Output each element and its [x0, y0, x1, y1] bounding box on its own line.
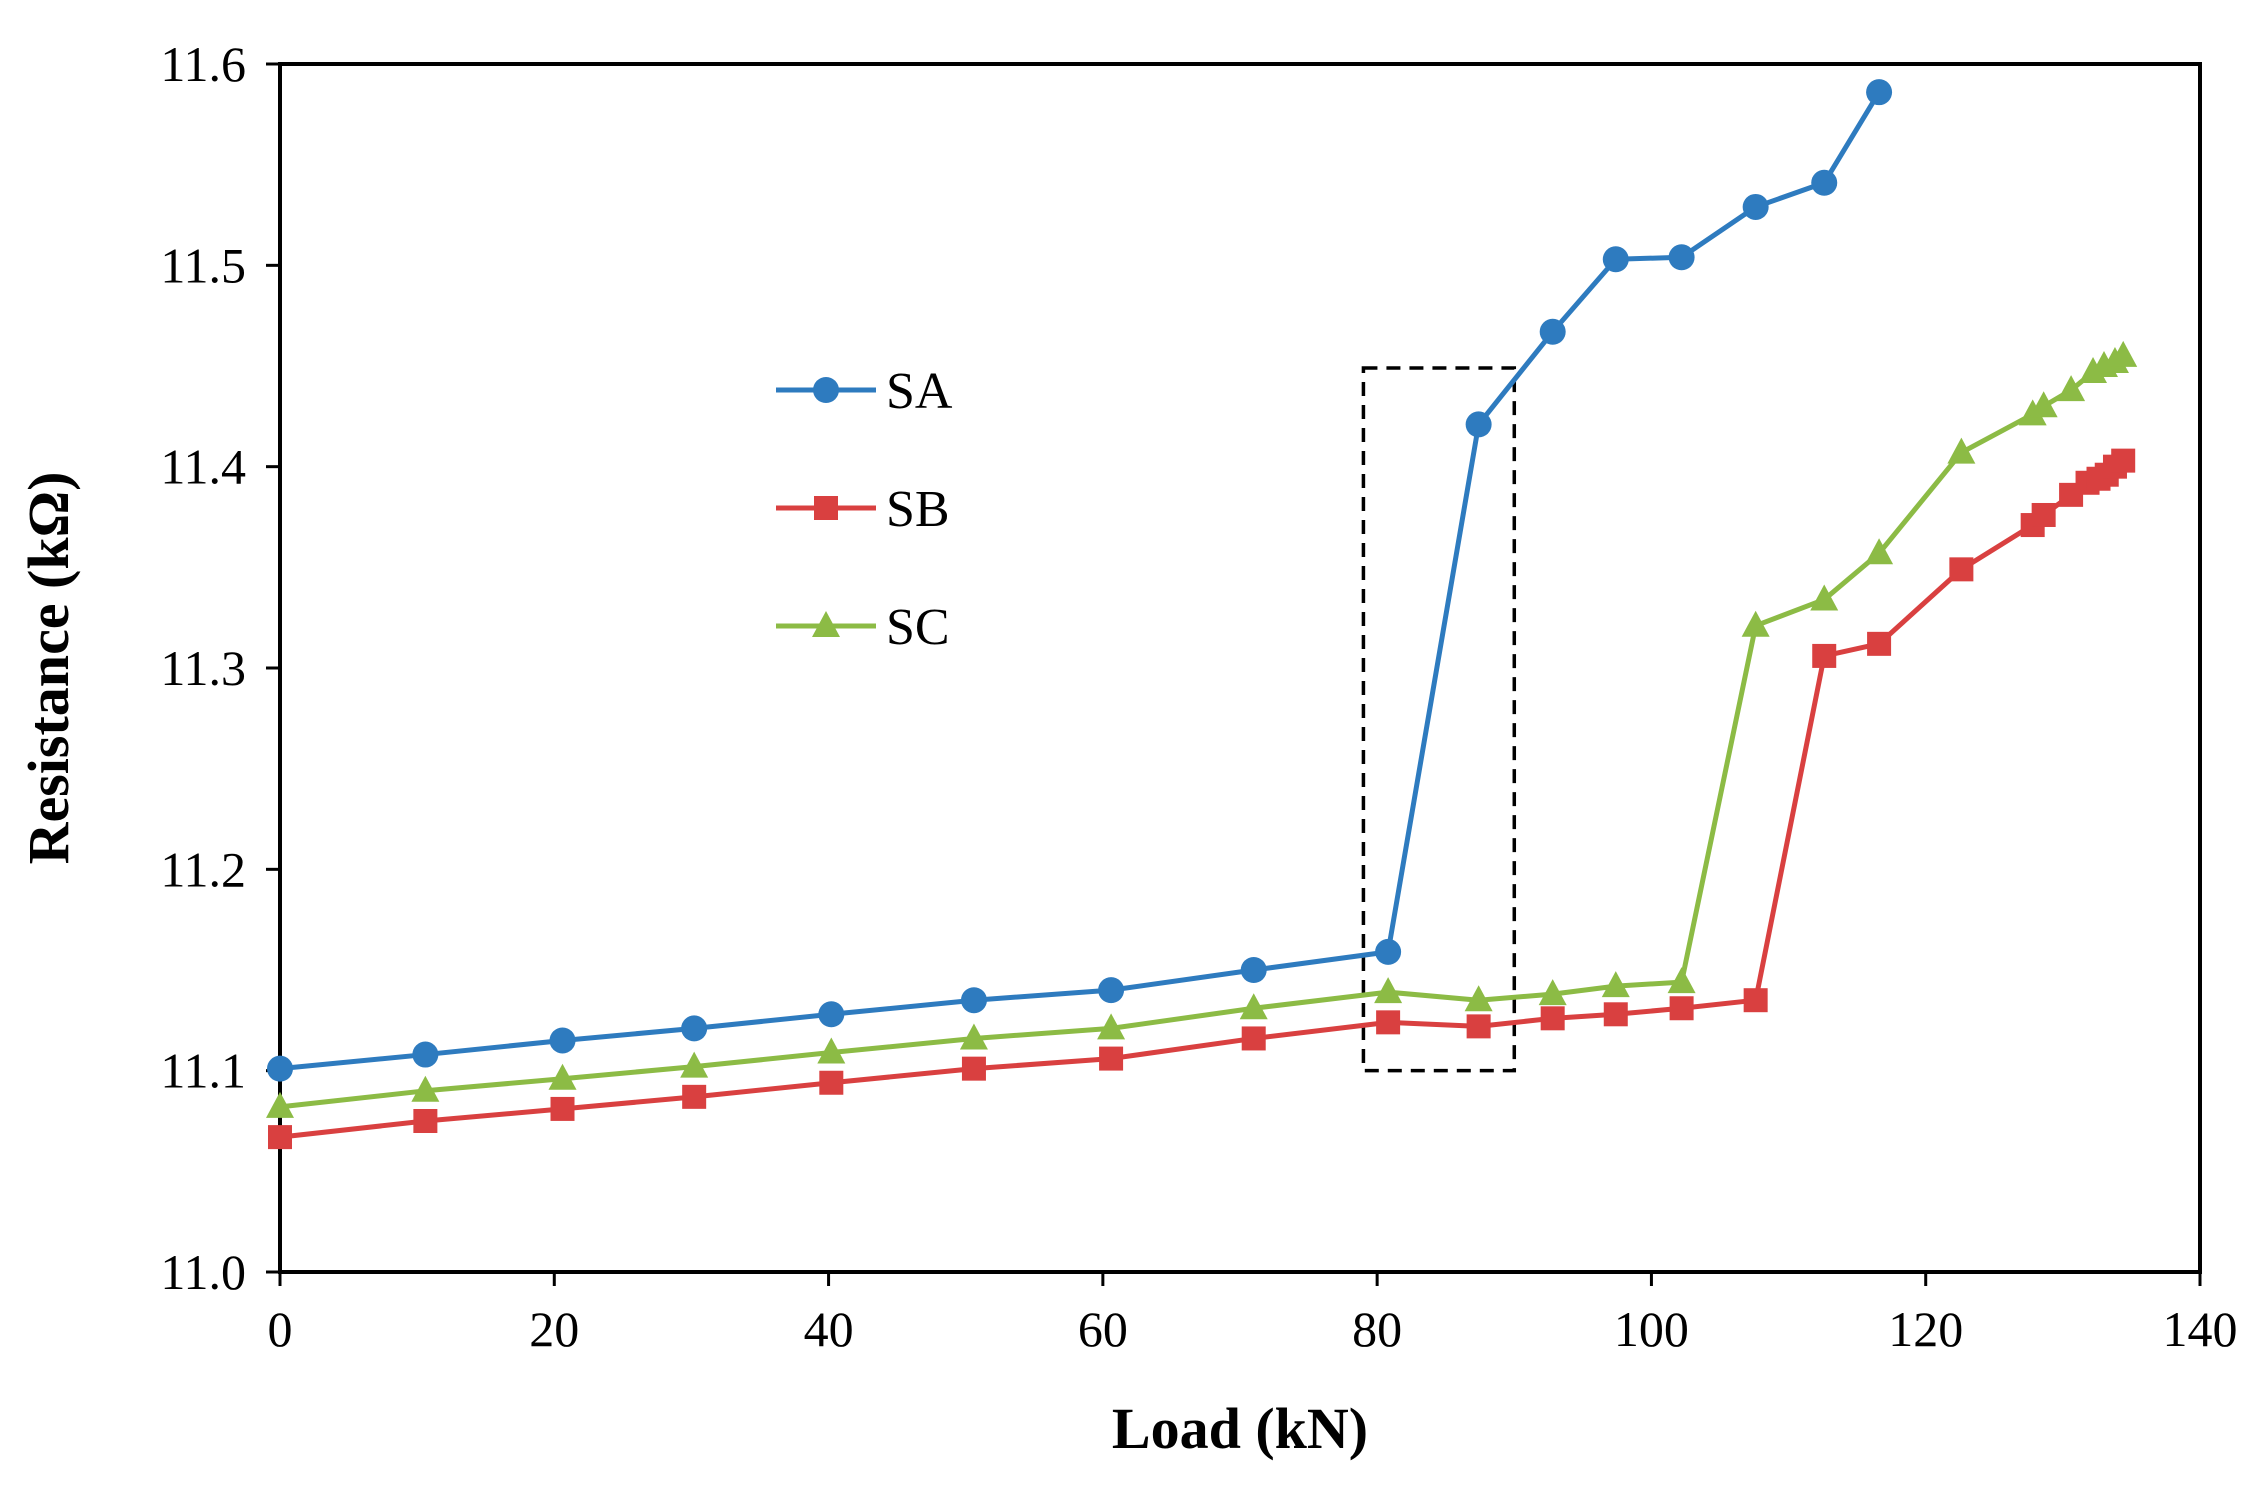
- data-point-sc: [1239, 993, 1268, 1020]
- x-tick-label: 20: [529, 1301, 579, 1357]
- data-point-sb: [2031, 502, 2056, 527]
- legend-label: SC: [886, 599, 950, 656]
- data-point-sc: [817, 1037, 846, 1064]
- data-point-sc: [959, 1023, 988, 1050]
- y-tick-label: 11.1: [160, 1043, 246, 1099]
- legend-marker: [814, 496, 838, 520]
- series-sc: [266, 340, 2138, 1118]
- data-point-sc: [1538, 979, 1567, 1006]
- data-point-sb: [550, 1096, 575, 1121]
- data-point-sa: [818, 1001, 845, 1028]
- data-point-sa: [1602, 246, 1629, 273]
- data-point-sc: [680, 1051, 709, 1078]
- y-tick-label: 11.2: [160, 841, 246, 897]
- legend-label: SB: [886, 481, 950, 538]
- data-point-sc: [2029, 391, 2058, 418]
- data-point-sb: [1099, 1046, 1124, 1071]
- y-tick-label: 11.5: [160, 237, 246, 293]
- data-point-sc: [266, 1091, 294, 1118]
- legend: SA SB SC: [776, 363, 953, 656]
- legend-marker: [812, 611, 840, 637]
- data-point-sa: [1539, 318, 1566, 345]
- x-axis-title: Load (kN): [1112, 1396, 1368, 1461]
- data-point-sc: [411, 1075, 440, 1102]
- y-tick-label: 11.4: [160, 439, 246, 495]
- data-point-sb: [1743, 988, 1768, 1013]
- data-point-sc: [1667, 967, 1696, 994]
- data-point-sb: [1867, 631, 1892, 656]
- data-point-sb: [413, 1109, 438, 1133]
- data-point-sc: [1810, 584, 1839, 611]
- axis-ticks: 0 20 40 60 80 100 120 140 11.0 11.1 11.2 11.3 11.4 11…: [160, 36, 2237, 1357]
- data-point-sc: [2109, 340, 2138, 367]
- y-axis-title: Resistance (kΩ): [16, 472, 81, 865]
- data-point-sa: [1742, 193, 1769, 220]
- data-point-sb: [1466, 1014, 1491, 1039]
- data-point-sc: [548, 1063, 577, 1090]
- data-point-sa: [1375, 938, 1402, 965]
- data-point-sb: [1540, 1006, 1565, 1031]
- data-point-sc: [1947, 437, 1976, 464]
- series-line-sa: [279, 90, 1882, 1072]
- y-tick-label: 11.0: [160, 1244, 246, 1300]
- data-point-sa: [960, 987, 987, 1014]
- data-point-sc: [1097, 1013, 1126, 1040]
- legend-item-sc: SC: [776, 599, 950, 656]
- data-point-sb: [819, 1070, 844, 1095]
- legend-item-sa: SA: [776, 363, 953, 420]
- data-point-sc: [1865, 538, 1894, 565]
- data-point-sa: [1866, 79, 1893, 106]
- data-point-sb: [1241, 1026, 1266, 1051]
- data-point-sa: [1098, 977, 1125, 1004]
- data-point-sa: [412, 1041, 439, 1068]
- legend-marker: [813, 377, 839, 403]
- data-point-sa: [549, 1027, 576, 1054]
- data-point-sa: [1465, 411, 1492, 438]
- x-tick-label: 140: [2163, 1301, 2238, 1357]
- data-point-sc: [1464, 985, 1493, 1012]
- legend-item-sb: SB: [776, 481, 950, 538]
- x-tick-label: 60: [1078, 1301, 1128, 1357]
- data-point-sc: [2057, 375, 2086, 402]
- x-tick-label: 80: [1352, 1301, 1402, 1357]
- y-tick-label: 11.6: [160, 36, 246, 92]
- series-sa: [267, 79, 1893, 1082]
- data-point-sc: [1374, 977, 1403, 1004]
- annotation-layer: [1361, 366, 1517, 1073]
- x-tick-label: 40: [804, 1301, 854, 1357]
- data-point-sa: [681, 1015, 708, 1042]
- data-point-sc: [1601, 971, 1630, 998]
- data-point-sa: [267, 1055, 293, 1082]
- y-tick-label: 11.3: [160, 640, 246, 696]
- legend-label: SA: [886, 363, 953, 420]
- data-point-sb: [961, 1056, 986, 1081]
- data-point-sb: [1949, 557, 1974, 582]
- x-tick-label: 0: [268, 1301, 293, 1357]
- data-point-sa: [1811, 169, 1838, 196]
- data-point-sb: [1812, 643, 1837, 668]
- data-point-sb: [682, 1084, 707, 1109]
- data-point-sb: [2111, 448, 2136, 473]
- data-point-sb: [1669, 996, 1694, 1021]
- data-point-sb: [268, 1125, 292, 1150]
- data-point-sb: [1603, 1002, 1628, 1027]
- dashed-highlight-box: [1361, 366, 1517, 1073]
- data-point-sc: [1741, 610, 1770, 637]
- series-layer: [266, 79, 2138, 1150]
- data-point-sa: [1668, 244, 1695, 271]
- data-point-sa: [1240, 957, 1267, 983]
- x-tick-label: 100: [1614, 1301, 1689, 1357]
- x-tick-label: 120: [1888, 1301, 1963, 1357]
- data-point-sb: [1376, 1010, 1401, 1035]
- series-sb: [268, 448, 2136, 1150]
